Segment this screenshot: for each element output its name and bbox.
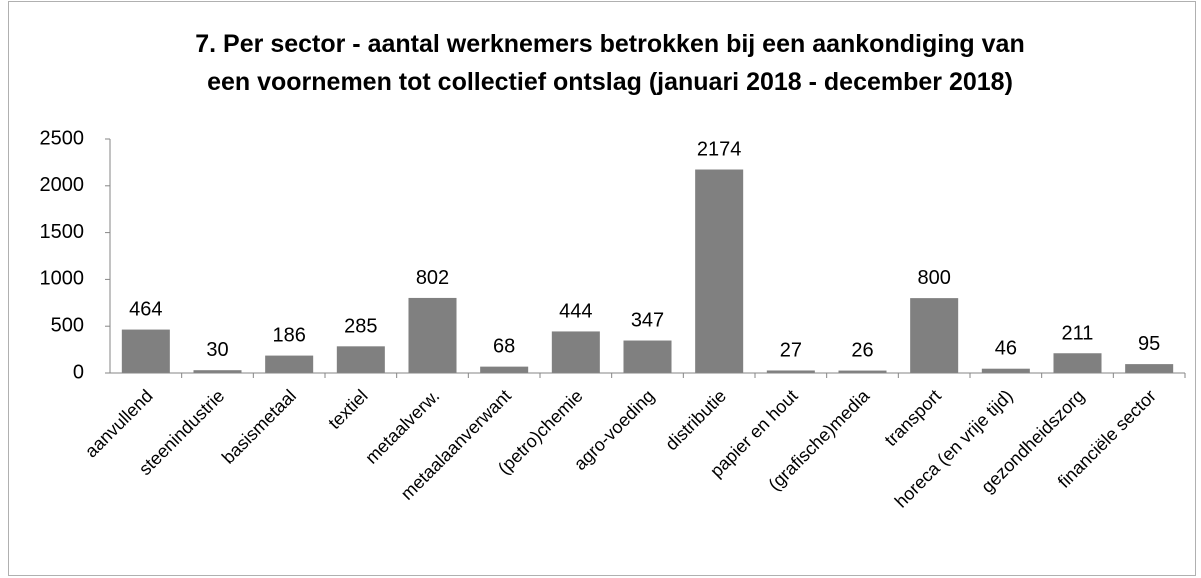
value-label: 2174 [697, 139, 742, 161]
bar [623, 340, 672, 373]
value-label: 186 [272, 325, 305, 347]
value-label: 211 [1062, 322, 1094, 344]
value-label: 30 [206, 339, 228, 361]
bar [910, 298, 959, 373]
value-label: 46 [995, 338, 1017, 360]
bar [1125, 364, 1174, 373]
y-tick-label: 2000 [40, 174, 85, 196]
bar [766, 370, 815, 373]
value-label: 444 [559, 300, 592, 322]
bar [193, 370, 242, 373]
bar [480, 366, 529, 373]
y-tick-label: 1500 [40, 221, 85, 243]
bar [1053, 353, 1102, 373]
value-label: 464 [129, 299, 162, 321]
y-tick-label: 2500 [40, 127, 85, 149]
value-label: 800 [917, 267, 950, 289]
y-tick-label: 1000 [40, 268, 85, 290]
value-label: 95 [1138, 333, 1160, 355]
value-label: 68 [493, 336, 515, 358]
y-tick-label: 0 [73, 361, 84, 383]
bar [551, 331, 600, 373]
bar [265, 355, 314, 373]
bar [981, 368, 1030, 373]
chart-frame [8, 1, 1196, 576]
bar [121, 329, 170, 373]
bar [695, 169, 744, 373]
value-label: 26 [851, 340, 873, 362]
bar [336, 346, 385, 373]
value-label: 285 [344, 315, 377, 337]
value-label: 347 [631, 310, 664, 332]
bar [408, 297, 457, 373]
chart-title: 7. Per sector - aantal werknemers betrok… [195, 30, 1024, 58]
value-label: 27 [780, 339, 802, 361]
chart-title: een voornemen tot collectief ontslag (ja… [207, 68, 1013, 96]
bar [838, 370, 887, 373]
y-tick-label: 500 [51, 314, 84, 336]
value-label: 802 [416, 267, 449, 289]
